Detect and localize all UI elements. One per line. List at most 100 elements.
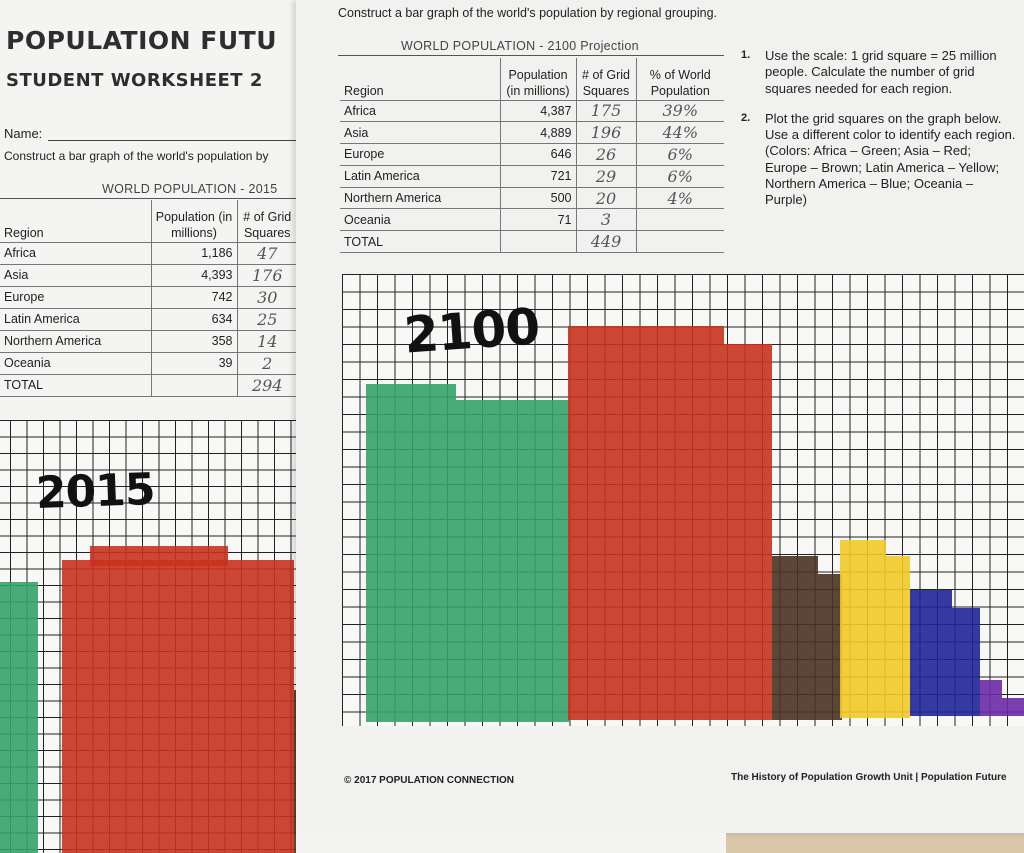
grid-squares-cell: 175 [575,100,636,123]
table-total-row: TOTAL 449 [340,230,724,254]
column-header-percent: % of World Population [635,58,724,101]
table-row: Europe 646 26 6% [340,143,724,166]
region-cell: Europe [0,286,151,309]
name-label: Name: [4,126,43,141]
column-header-region: Region [340,58,500,101]
graph-year-label-2015: 2015 [35,463,156,520]
total-label: TOTAL [340,230,500,254]
bar-latin-america-2100-right [886,556,910,718]
grid-squares-cell: 14 [236,330,297,353]
table-title-2100: WORLD POPULATION - 2100 Projection [401,39,639,53]
population-cell: 358 [150,330,237,353]
bar-europe-2100 [772,556,818,720]
population-table-2015: Region Population (in millions) # of Gri… [0,200,297,397]
total-squares-cell: 449 [575,230,636,254]
population-cell: 742 [150,286,237,309]
step-number: 1. [741,49,751,61]
instruction-steps: 1. Use the scale: 1 grid square = 25 mil… [741,48,1016,222]
grid-squares-cell: 20 [575,187,636,210]
grid-squares-cell: 30 [236,286,297,309]
region-cell: Latin America [340,165,500,188]
region-cell: Northern America [340,187,500,210]
region-cell: Africa [340,100,500,123]
grid-squares-cell: 196 [575,121,636,145]
table-title-2015: WORLD POPULATION - 2015 [102,182,278,196]
step-item: 1. Use the scale: 1 grid square = 25 mil… [741,48,1016,97]
grid-squares-cell: 176 [236,264,297,287]
grid-squares-cell: 2 [236,352,297,375]
grid-squares-cell: 3 [575,208,636,232]
population-cell: 4,393 [150,264,237,287]
table-row: Africa 4,387 175 39% [340,100,724,123]
table-row: Asia 4,393 176 [0,264,297,287]
population-cell: 4,889 [499,121,576,145]
bar-oceania-2100 [980,680,1002,716]
percent-cell: 4% [635,187,724,210]
step-text: Use the scale: 1 grid square = 25 millio… [765,48,997,96]
bar-asia-2100 [568,326,724,720]
region-cell: Northern America [0,330,151,353]
table-total-row: TOTAL 294 [0,374,297,397]
column-header-grid-squares: # of Grid Squares [575,58,636,101]
population-cell: 4,387 [499,100,576,123]
total-population-cell [499,230,576,254]
population-cell: 646 [499,143,576,166]
bar-northern-america-2100 [910,590,952,716]
total-percent-cell [635,230,724,254]
bar-oceania-2100-right [1002,698,1024,716]
step-number: 2. [741,111,751,124]
bar-asia-2015-top [90,546,228,566]
step-item: 2. Plot the grid squares on the graph be… [741,111,1016,209]
table-row: Europe 742 30 [0,286,297,309]
footer-unit-title: The History of Population Growth Unit | … [731,772,1007,783]
percent-cell [635,208,724,232]
percent-cell: 6% [635,143,724,166]
name-blank-line [48,140,298,141]
region-cell: Asia [0,264,151,287]
table-row: Africa 1,186 47 [0,242,297,265]
worksheet-2100: Construct a bar graph of the world's pop… [296,0,1024,833]
population-cell: 500 [499,187,576,210]
instruction-text: Construct a bar graph of the world's pop… [338,6,718,20]
bar-latin-america-2100 [840,540,886,718]
grid-squares-cell: 29 [575,165,636,188]
instruction-text: Construct a bar graph of the world's pop… [4,149,269,163]
total-label: TOTAL [0,374,151,397]
region-cell: Africa [0,242,151,265]
population-cell: 1,186 [150,242,237,265]
table-row: Latin America 634 25 [0,308,297,331]
worksheet-title: POPULATION FUTU [6,26,278,55]
region-cell: Oceania [0,352,151,375]
column-header-region: Region [0,200,151,243]
column-header-population: Population (in millions) [150,200,237,243]
bar-asia-2015 [62,560,294,853]
bar-europe-2100-right [818,574,842,720]
population-cell: 39 [150,352,237,375]
total-population-cell [150,374,237,397]
population-cell: 71 [499,208,576,232]
percent-cell: 39% [635,100,724,123]
region-cell: Latin America [0,308,151,331]
percent-cell: 44% [635,121,724,145]
bar-northern-america-2100-right [952,608,980,716]
table-row: Oceania 39 2 [0,352,297,375]
column-header-grid-squares: # of Grid Squares [236,200,297,243]
graph-year-label-2100: 2100 [402,297,542,365]
table-row: Latin America 721 29 6% [340,165,724,188]
table-top-rule [0,198,300,199]
region-cell: Oceania [340,208,500,232]
table-top-rule [338,55,724,56]
bar-africa-2100 [366,384,456,722]
step-text: Plot the grid squares on the graph below… [765,110,1016,207]
table-row: Oceania 71 3 [340,208,724,232]
percent-cell: 6% [635,165,724,188]
table-row: Northern America 500 20 4% [340,187,724,210]
population-cell: 721 [499,165,576,188]
grid-squares-cell: 26 [575,143,636,166]
table-row: Asia 4,889 196 44% [340,121,724,145]
region-cell: Europe [340,143,500,166]
worksheet-2015: POPULATION FUTU STUDENT WORKSHEET 2 Name… [0,0,300,853]
bar-asia-2100-right [724,344,772,720]
grid-squares-cell: 25 [236,308,297,331]
grid-squares-cell: 47 [236,242,297,265]
